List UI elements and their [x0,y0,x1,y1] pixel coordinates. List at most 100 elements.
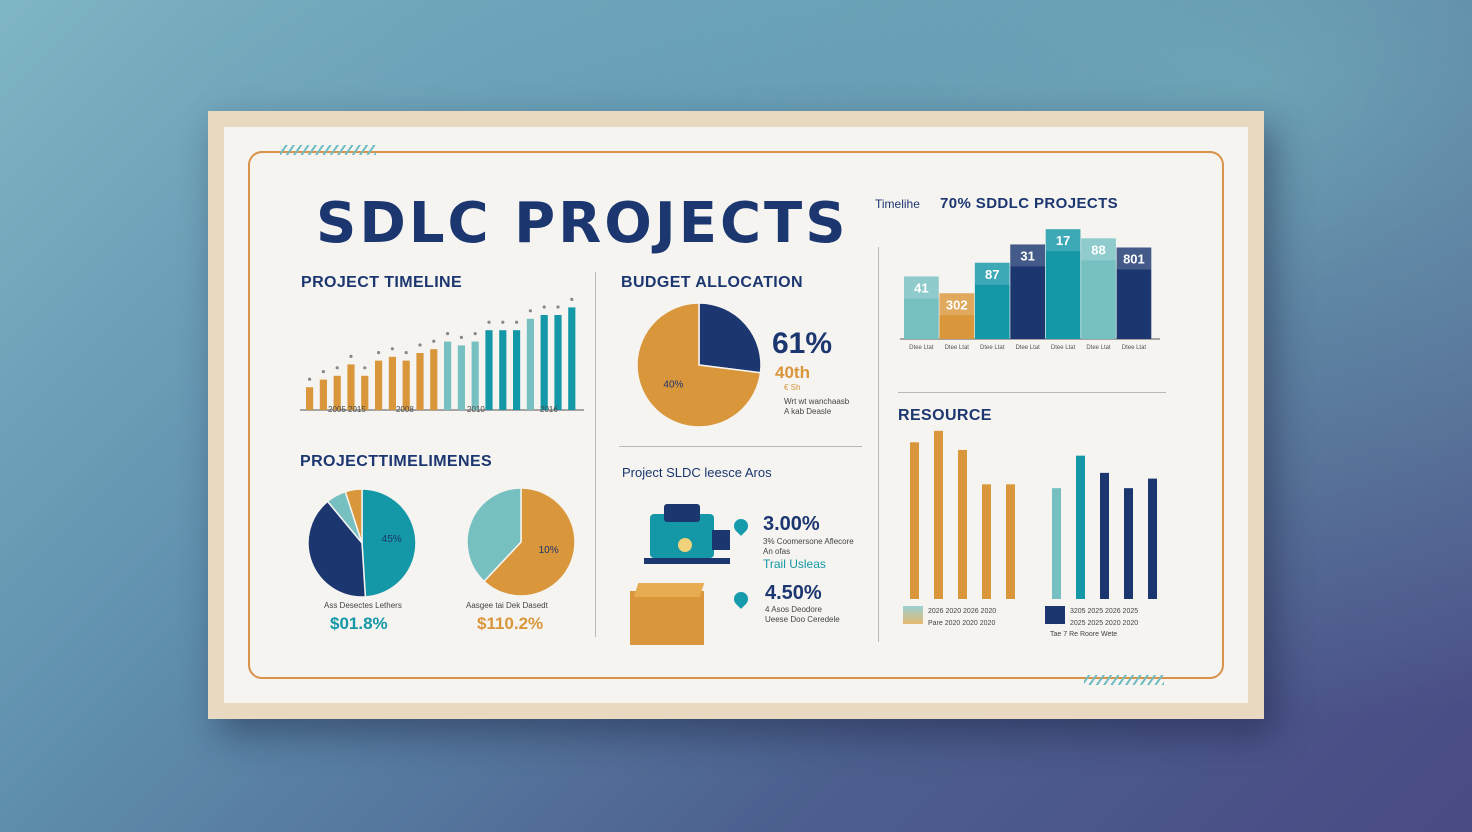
pie-a-money: $01.8% [330,614,388,633]
top-right-bar-cap [1010,244,1046,267]
timeline-bar-marker [349,354,353,358]
pie-slice [636,302,762,428]
timeline-bar-marker [487,320,491,324]
resource-legend-b: 3205 2025 2026 2025 2025 2025 2020 2020 [1070,608,1139,627]
resource-legend-a: 2026 2020 2026 2020 Pare 2020 2020 2020 [928,608,997,627]
timeline-bar [457,345,465,410]
timeline-bar-marker [363,366,367,370]
top-right-tick-label: Dtee Ltat [1086,345,1111,351]
timeline-bar [444,341,452,410]
timeline-heading: PROJECT TIMELINE [301,274,463,291]
timeline-tick-4: 2016 [540,405,558,414]
top-right-bar [1010,244,1046,339]
budget-pie-chart: 40% [636,302,762,428]
resource-bar [934,430,943,599]
pie-chart-a: 45% [307,488,417,598]
pie-a-caption: Ass Desectes Lethers [324,601,402,610]
pie-slice-label: 40% [663,380,683,391]
timeline-tick-2: 2008 [396,405,414,414]
timelinements-heading: PROJECTTIMELIMENES [300,453,493,470]
top-right-bar [1081,238,1116,339]
resource-bar [1124,488,1133,599]
areas-stat-2: 4.50% [765,582,822,604]
pie-slice [344,488,363,544]
poster-border [248,151,1224,679]
resource-bar-chart [910,430,1157,599]
areas-stat-2-note: 4 Asos Deodore Ueese Doo Ceredele [765,605,840,624]
budget-heading: BUDGET ALLOCATION [621,274,803,291]
pie-slice [361,488,417,598]
top-right-value-label: 801 [1123,252,1145,267]
timeline-bar-marker [459,335,463,339]
top-right-tick-label: Dtee Ltat [1051,345,1076,351]
resource-bar [1148,478,1157,599]
resource-bar [958,449,967,599]
poster: SDLC PROJECTS PROJECT TIMELINE BUDGET AL… [224,127,1248,703]
pie-b-caption: Aasgee tai Dek Dasedt [466,601,548,610]
timeline-bar [319,379,327,410]
timeline-bar [388,356,396,410]
machine-illustration [642,502,732,582]
top-right-value-label: 87 [985,267,999,282]
pie-slice-label: 45% [382,534,402,545]
timeline-bar-marker [418,343,422,347]
pie-slice [466,487,522,583]
top-right-bar-cap [1045,229,1081,252]
top-right-tick-label: Dtee Ltat [980,345,1005,351]
top-right-value-label: 302 [946,297,968,312]
top-right-bar-cap [939,293,975,316]
resource-bar [1100,472,1109,599]
divider-middle [619,446,862,447]
pie-slice [698,302,762,374]
areas-stat-2-head: Trail Usleas [763,557,826,571]
top-right-bar-cap [1116,247,1152,270]
resource-bar [910,442,919,599]
timeline-bar [361,375,369,410]
timeline-bar [375,360,383,410]
decor-stripes-top [280,145,376,155]
box-illustration [630,583,720,649]
top-right-bar [974,262,1010,339]
timeline-bar [568,307,576,410]
timeline-bar-marker [542,305,546,309]
page-title: SDLC PROJECTS [316,191,849,256]
timeline-bar [471,341,479,410]
legend-swatch-b [1045,606,1065,624]
pie-slice [307,500,367,598]
divider-left [595,272,596,637]
top-right-bar-cap [974,262,1010,285]
areas-stat-1-note: 3% Coomersone Aflecore An ofas [763,537,854,556]
timeline-bar [347,364,355,410]
resource-bar [1006,484,1015,599]
areas-heading: Project SLDC leesce Aros [622,465,772,480]
top-right-tick-label: Dtee Ltat [909,345,934,351]
top-right-value-label: 31 [1020,248,1034,263]
timeline-bar-marker [473,332,477,336]
timeline-bar-marker [556,305,560,309]
top-right-bar [939,293,975,339]
legend-swatch-a [903,606,923,624]
timeline-bar [402,360,410,410]
timeline-tick-3: 2010 [467,405,485,414]
timeline-bar-marker [335,366,339,370]
decor-stripes-bottom [1084,675,1164,685]
timeline-bar [306,387,314,410]
timeline-bar [485,330,493,410]
top-right-tick-label: Dtee Ltat [1122,345,1147,351]
top-right-bar-chart: 41 Dtee Ltat 302 Dtee Ltat 87 Dtee Ltat 31 Dtee… [900,229,1160,351]
resource-bar [982,484,991,599]
timeline-bar-marker [528,309,532,313]
timeline-bar [540,315,548,410]
top-right-tick-label: Dtee Ltat [1015,345,1040,351]
pie-slice-label: 10% [539,545,559,556]
timeline-bar-marker [445,332,450,336]
pie-b-money: $110.2% [477,614,544,633]
timeline-bar-marker [307,377,312,381]
top-right-value-label: 41 [914,280,928,295]
timeline-bar [513,330,521,410]
top-right-prefix: Timelihe [875,197,920,211]
picture-frame: SDLC PROJECTS PROJECT TIMELINE BUDGET AL… [208,111,1264,719]
top-right-bar [1045,229,1081,339]
resource-bar [1076,455,1085,599]
timeline-bar-marker [432,339,436,343]
